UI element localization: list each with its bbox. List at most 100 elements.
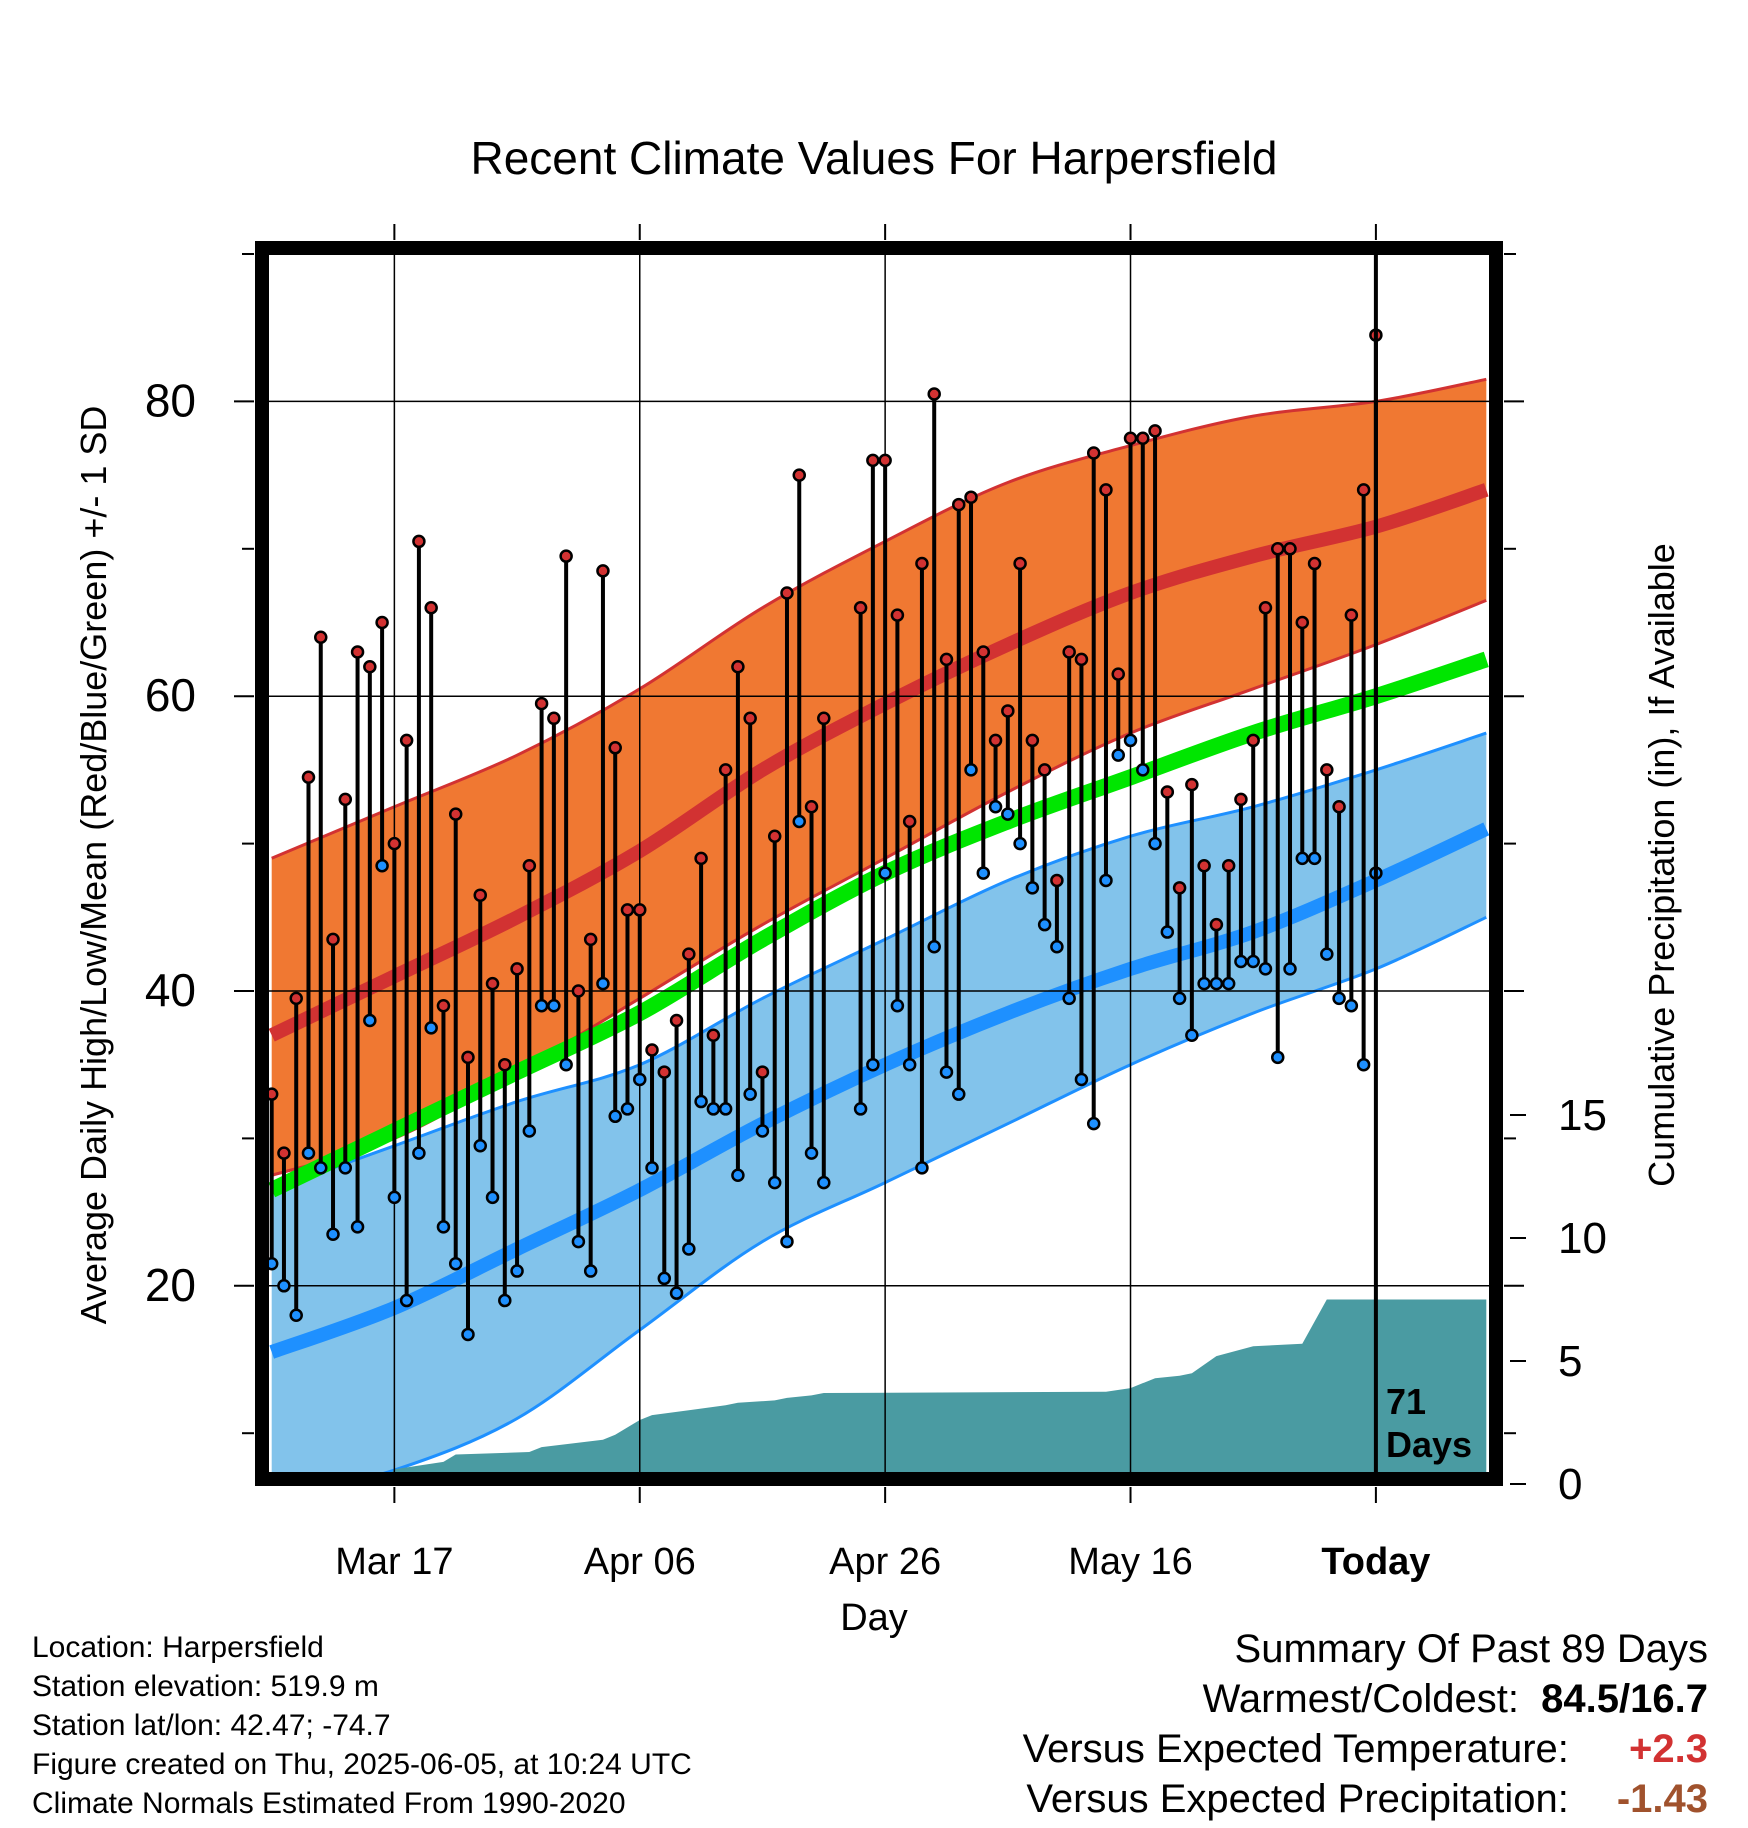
daily-low-point bbox=[1123, 733, 1138, 748]
daily-high-point bbox=[1001, 704, 1015, 718]
daily-low-point bbox=[657, 1271, 672, 1286]
daily-low-point bbox=[1086, 1116, 1101, 1131]
precip-tick-label: 5 bbox=[1558, 1337, 1582, 1386]
daily-high-point bbox=[755, 1065, 770, 1079]
daily-low-point bbox=[277, 1279, 291, 1293]
daily-low-point bbox=[399, 1293, 414, 1308]
location-text: Location: Harpersfield bbox=[32, 1631, 324, 1664]
daily-high-point bbox=[743, 711, 757, 726]
daily-high-point bbox=[1086, 446, 1101, 460]
daily-high-point bbox=[767, 829, 782, 843]
daily-low-point bbox=[473, 1139, 488, 1153]
daily-high-point bbox=[461, 1050, 475, 1065]
daily-low-point bbox=[718, 1102, 733, 1116]
summary-panel: Summary Of Past 89 Days Warmest/Coldest:… bbox=[1023, 1624, 1708, 1824]
daily-low-point bbox=[338, 1161, 353, 1175]
station-info: Location: Harpersfield Station elevation… bbox=[32, 1628, 692, 1823]
daily-high-point bbox=[1221, 858, 1236, 873]
daily-high-point bbox=[669, 1013, 684, 1028]
daily-high-point bbox=[792, 468, 807, 482]
daily-high-point bbox=[424, 601, 438, 615]
daily-low-point bbox=[927, 940, 941, 954]
daily-high-point bbox=[645, 1043, 659, 1057]
daily-high-point bbox=[1123, 431, 1138, 446]
daily-low-point bbox=[964, 763, 978, 777]
x-tick-label: May 16 bbox=[1068, 1541, 1193, 1583]
daily-low-point bbox=[890, 998, 905, 1013]
daily-high-point bbox=[1099, 483, 1113, 497]
daily-high-point bbox=[1209, 917, 1224, 932]
daily-low-point bbox=[1246, 954, 1260, 969]
daily-high-point bbox=[1234, 792, 1248, 807]
daily-high-point bbox=[301, 770, 316, 785]
created-text: Figure created on Thu, 2025-06-05, at 10… bbox=[32, 1748, 692, 1781]
daily-low-point bbox=[596, 976, 610, 991]
daily-low-point bbox=[743, 1087, 757, 1101]
daily-low-point bbox=[1136, 763, 1150, 777]
daily-high-point bbox=[350, 645, 365, 659]
daily-low-point bbox=[608, 1109, 622, 1124]
daily-high-point bbox=[547, 711, 561, 726]
daily-low-point bbox=[583, 1264, 598, 1278]
summary-title: Summary Of Past 89 Days bbox=[1234, 1627, 1708, 1671]
daily-high-point bbox=[1074, 652, 1089, 667]
daily-high-point bbox=[448, 807, 463, 821]
x-tick-label: Mar 17 bbox=[335, 1541, 453, 1583]
daily-high-point bbox=[571, 984, 586, 998]
daily-low-point bbox=[268, 1256, 279, 1271]
daily-low-point bbox=[301, 1146, 316, 1160]
daily-high-point bbox=[534, 696, 549, 711]
daily-high-point bbox=[633, 903, 647, 917]
y-tick-label-left: 60 bbox=[145, 669, 196, 721]
y-axis-right-label: Cumulative Precipitation (in), If Availa… bbox=[1641, 543, 1682, 1187]
daily-high-point bbox=[1258, 601, 1273, 615]
daily-high-point bbox=[706, 1028, 721, 1042]
chart-title: Recent Climate Values For Harpersfield bbox=[470, 132, 1277, 184]
daily-low-point bbox=[571, 1234, 586, 1249]
daily-low-point bbox=[350, 1220, 365, 1234]
daily-high-point bbox=[583, 932, 598, 947]
daily-low-point bbox=[866, 1057, 880, 1072]
normals-text: Climate Normals Estimated From 1990-2020 bbox=[32, 1787, 626, 1820]
today-days-count: 71 bbox=[1386, 1381, 1426, 1422]
daily-high-point bbox=[804, 800, 819, 814]
daily-high-point bbox=[436, 998, 451, 1013]
daily-high-point bbox=[277, 1146, 291, 1160]
daily-high-point bbox=[694, 851, 708, 866]
elevation-text: Station elevation: 519.9 m bbox=[32, 1670, 379, 1703]
daily-high-point bbox=[596, 564, 610, 578]
daily-low-point bbox=[669, 1286, 684, 1300]
daily-high-point bbox=[522, 858, 537, 873]
daily-low-point bbox=[522, 1124, 537, 1138]
daily-low-point bbox=[1013, 836, 1027, 851]
daily-high-point bbox=[682, 947, 696, 961]
daily-high-point bbox=[915, 556, 929, 571]
daily-low-point bbox=[1160, 925, 1175, 939]
daily-low-point bbox=[706, 1102, 721, 1116]
daily-high-point bbox=[1344, 608, 1359, 622]
daily-low-point bbox=[731, 1168, 745, 1183]
daily-high-point bbox=[780, 586, 794, 600]
daily-high-point bbox=[927, 387, 941, 401]
daily-low-point bbox=[1074, 1072, 1089, 1087]
daily-high-point bbox=[485, 976, 500, 991]
daily-high-point bbox=[412, 534, 426, 549]
daily-low-point bbox=[1172, 991, 1187, 1006]
daily-high-point bbox=[1307, 556, 1322, 571]
daily-high-point bbox=[620, 903, 635, 917]
daily-low-point bbox=[902, 1057, 917, 1072]
daily-high-point bbox=[1025, 733, 1040, 748]
daily-high-point bbox=[817, 711, 831, 726]
daily-low-point bbox=[1270, 1050, 1285, 1065]
daily-low-point bbox=[1307, 851, 1322, 866]
warmest-coldest-label: Warmest/Coldest: bbox=[1202, 1677, 1519, 1721]
daily-low-point bbox=[498, 1293, 512, 1308]
precip-area bbox=[391, 1299, 1487, 1473]
daily-low-point bbox=[767, 1175, 782, 1190]
daily-high-point bbox=[1050, 873, 1064, 888]
temp-departure-label: Versus Expected Temperature: bbox=[1022, 1727, 1569, 1771]
daily-low-point bbox=[461, 1327, 475, 1342]
daily-low-point bbox=[314, 1161, 328, 1175]
daily-high-point bbox=[387, 836, 402, 851]
daily-low-point bbox=[412, 1146, 426, 1160]
